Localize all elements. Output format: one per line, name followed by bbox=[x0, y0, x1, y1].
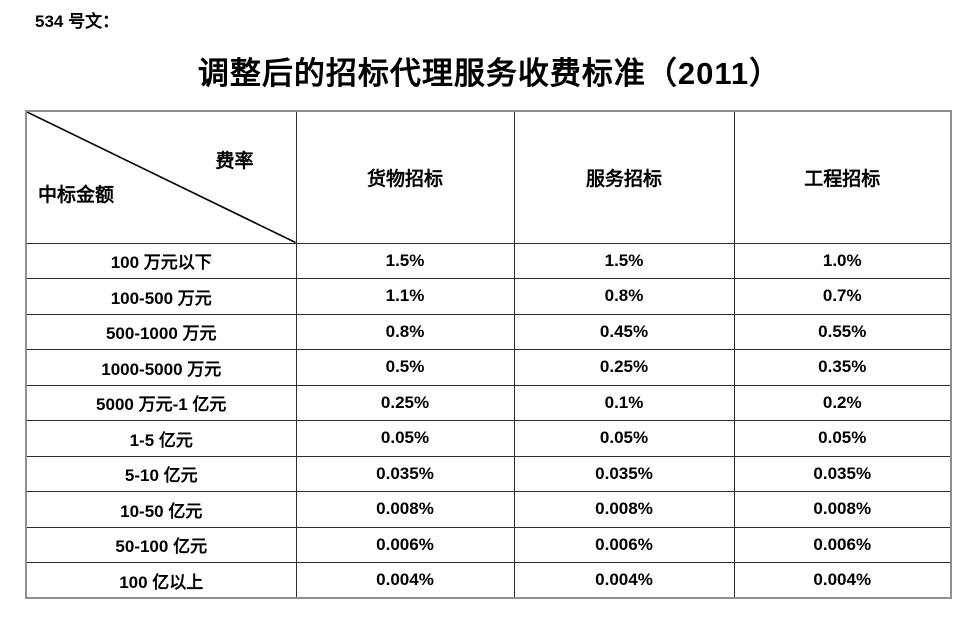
table-row: 100 亿以上 0.004% 0.004% 0.004% bbox=[25, 562, 952, 599]
services-rate-cell: 0.006% bbox=[513, 526, 735, 563]
amount-cell: 500-1000 万元 bbox=[25, 313, 297, 350]
table-row: 5000 万元-1 亿元 0.25% 0.1% 0.2% bbox=[25, 384, 952, 421]
services-rate-cell: 0.45% bbox=[513, 313, 735, 350]
works-rate-cell: 0.004% bbox=[733, 562, 952, 599]
works-rate-cell: 0.006% bbox=[733, 526, 952, 563]
amount-cell: 100 亿以上 bbox=[25, 562, 297, 599]
table-row: 100-500 万元 1.1% 0.8% 0.7% bbox=[25, 278, 952, 315]
fee-rate-table: 费率 中标金额 货物招标 服务招标 工程招标 100 万元以下 1.5% 1.5… bbox=[25, 110, 952, 599]
services-rate-cell: 0.008% bbox=[513, 491, 735, 528]
diagonal-corner-cell: 费率 中标金额 bbox=[25, 110, 297, 244]
document-ref-label: 534 号文： bbox=[35, 12, 120, 31]
amount-cell: 50-100 亿元 bbox=[25, 526, 297, 563]
amount-cell: 1000-5000 万元 bbox=[25, 349, 297, 386]
table-row: 10-50 亿元 0.008% 0.008% 0.008% bbox=[25, 491, 952, 528]
table-row: 100 万元以下 1.5% 1.5% 1.0% bbox=[25, 242, 952, 279]
works-rate-cell: 0.2% bbox=[733, 384, 952, 421]
column-header-services: 服务招标 bbox=[513, 110, 735, 244]
services-rate-cell: 0.8% bbox=[513, 278, 735, 315]
services-rate-cell: 0.1% bbox=[513, 384, 735, 421]
corner-rate-label: 费率 bbox=[215, 151, 254, 172]
diagonal-divider-line bbox=[27, 112, 295, 242]
works-rate-cell: 0.55% bbox=[733, 313, 952, 350]
services-rate-cell: 1.5% bbox=[513, 242, 735, 279]
works-rate-cell: 0.035% bbox=[733, 455, 952, 492]
goods-rate-cell: 0.004% bbox=[295, 562, 515, 599]
works-rate-cell: 0.05% bbox=[733, 420, 952, 457]
table-row: 1-5 亿元 0.05% 0.05% 0.05% bbox=[25, 420, 952, 457]
services-rate-cell: 0.004% bbox=[513, 562, 735, 599]
goods-rate-cell: 0.5% bbox=[295, 349, 515, 386]
services-rate-cell: 0.25% bbox=[513, 349, 735, 386]
goods-rate-cell: 0.006% bbox=[295, 526, 515, 563]
amount-cell: 10-50 亿元 bbox=[25, 491, 297, 528]
works-rate-cell: 0.7% bbox=[733, 278, 952, 315]
amount-cell: 100-500 万元 bbox=[25, 278, 297, 315]
table-row: 50-100 亿元 0.006% 0.006% 0.006% bbox=[25, 526, 952, 563]
goods-rate-cell: 0.05% bbox=[295, 420, 515, 457]
goods-rate-cell: 0.25% bbox=[295, 384, 515, 421]
works-rate-cell: 0.35% bbox=[733, 349, 952, 386]
goods-rate-cell: 1.5% bbox=[295, 242, 515, 279]
amount-cell: 1-5 亿元 bbox=[25, 420, 297, 457]
amount-cell: 5000 万元-1 亿元 bbox=[25, 384, 297, 421]
amount-cell: 100 万元以下 bbox=[25, 242, 297, 279]
goods-rate-cell: 0.035% bbox=[295, 455, 515, 492]
table-row: 500-1000 万元 0.8% 0.45% 0.55% bbox=[25, 313, 952, 350]
goods-rate-cell: 0.8% bbox=[295, 313, 515, 350]
works-rate-cell: 0.008% bbox=[733, 491, 952, 528]
header-row: 费率 中标金额 货物招标 服务招标 工程招标 bbox=[25, 110, 952, 244]
amount-cell: 5-10 亿元 bbox=[25, 455, 297, 492]
table-row: 5-10 亿元 0.035% 0.035% 0.035% bbox=[25, 455, 952, 492]
works-rate-cell: 1.0% bbox=[733, 242, 952, 279]
goods-rate-cell: 1.1% bbox=[295, 278, 515, 315]
corner-amount-label: 中标金额 bbox=[38, 184, 115, 206]
services-rate-cell: 0.035% bbox=[513, 455, 735, 492]
table-row: 1000-5000 万元 0.5% 0.25% 0.35% bbox=[25, 349, 952, 386]
column-header-goods: 货物招标 bbox=[295, 110, 515, 244]
goods-rate-cell: 0.008% bbox=[295, 491, 515, 528]
column-header-works: 工程招标 bbox=[733, 110, 952, 244]
services-rate-cell: 0.05% bbox=[513, 420, 735, 457]
page-title: 调整后的招标代理服务收费标准（2011） bbox=[197, 56, 782, 91]
